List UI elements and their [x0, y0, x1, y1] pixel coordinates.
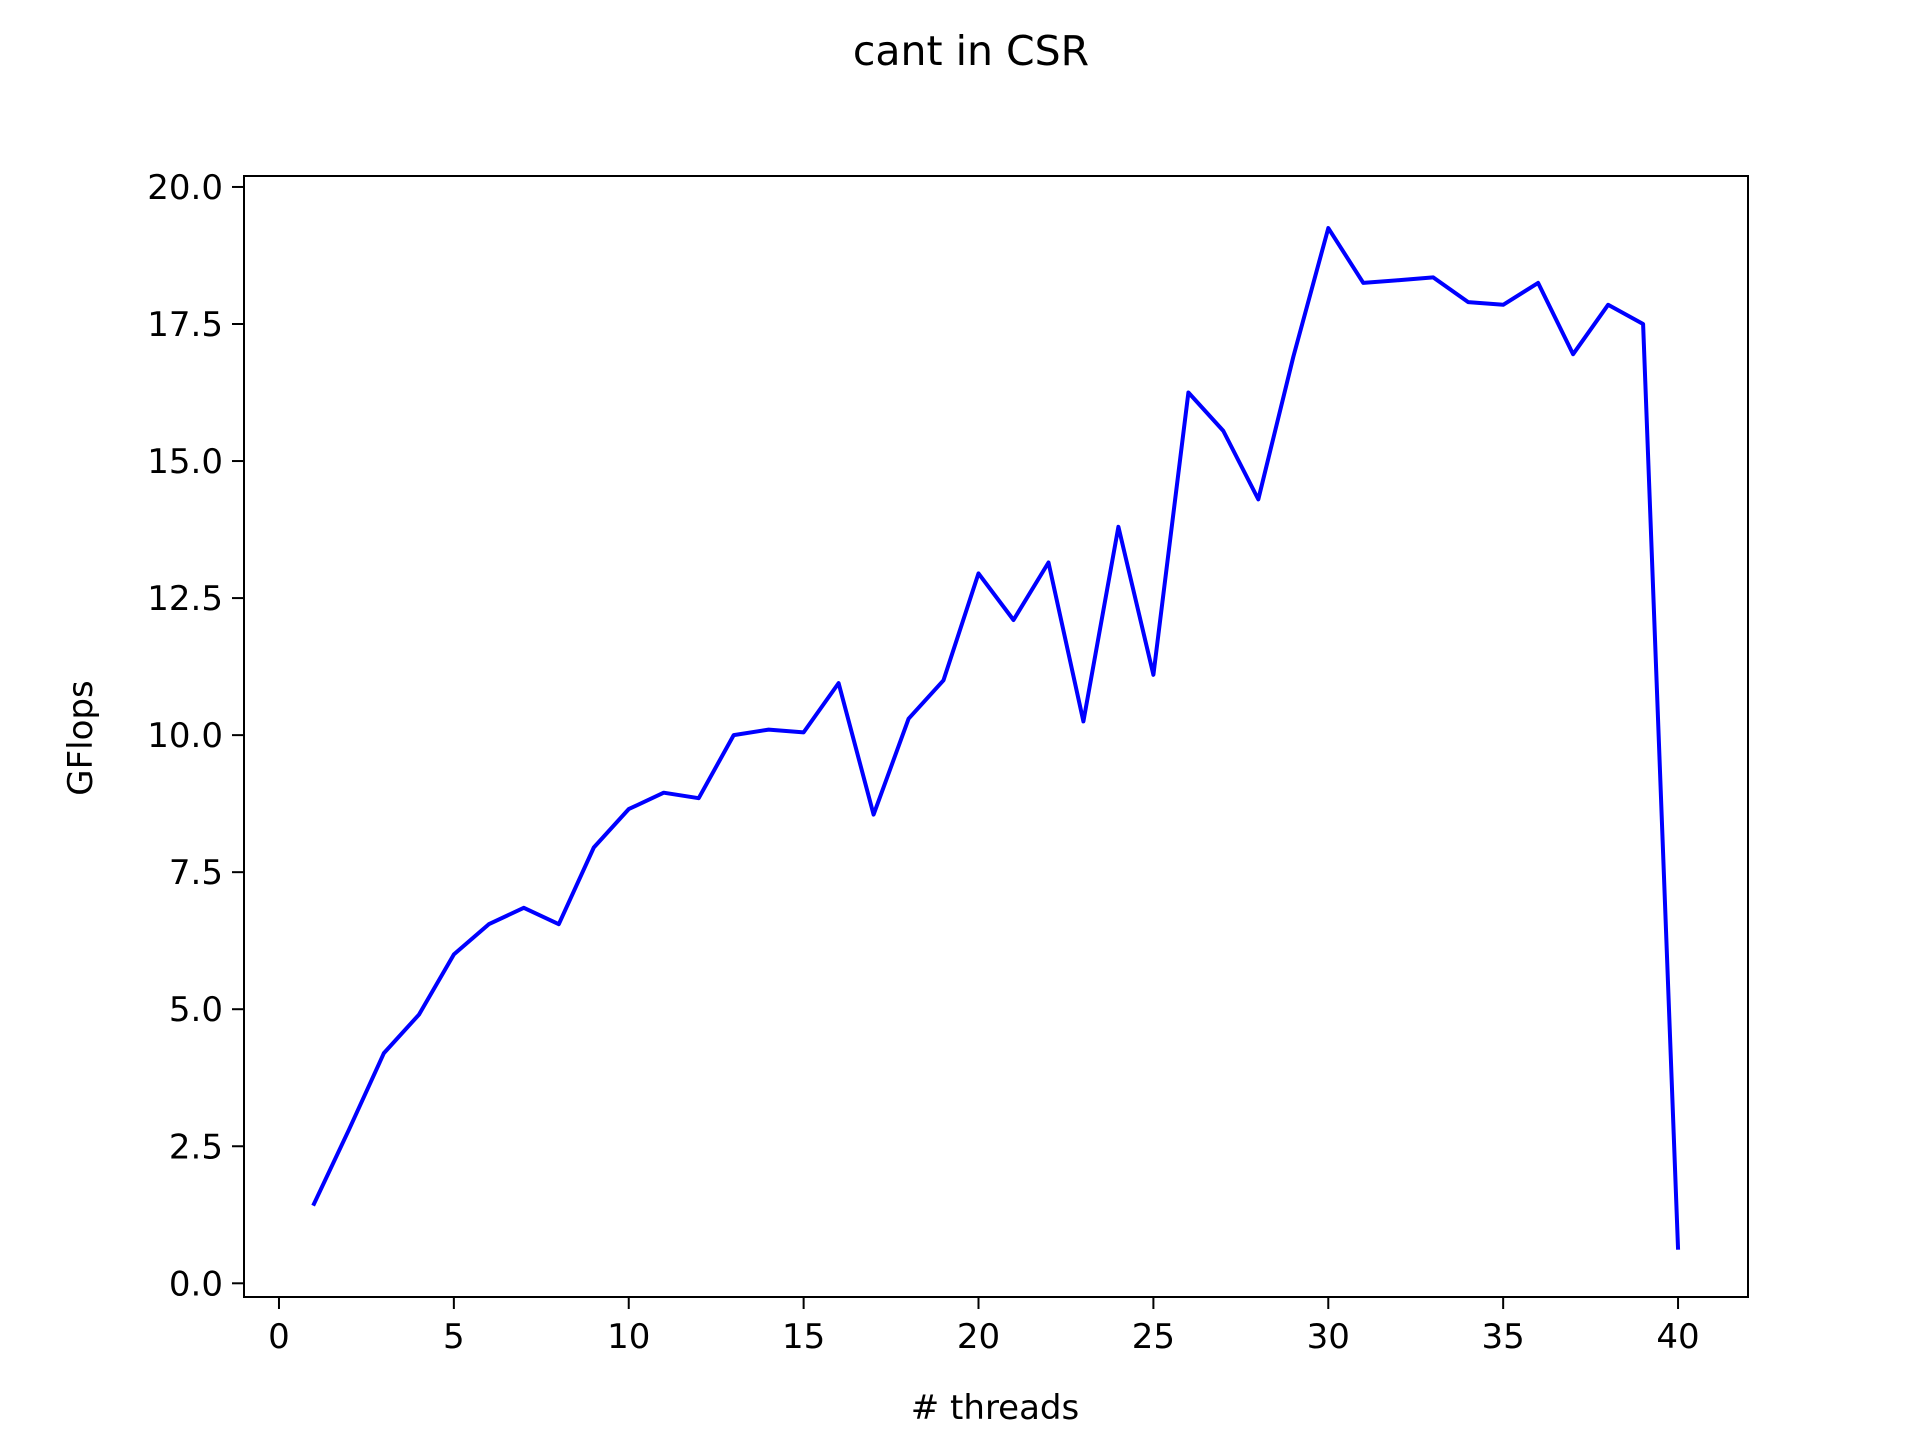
x-tick-label: 35 — [1482, 1317, 1525, 1357]
y-tick-label: 17.5 — [147, 305, 223, 345]
x-tick-label: 20 — [957, 1317, 1000, 1357]
x-tick-label: 0 — [268, 1317, 290, 1357]
y-tick-label: 0.0 — [169, 1264, 223, 1304]
x-tick-label: 30 — [1307, 1317, 1350, 1357]
y-tick-label: 7.5 — [169, 853, 223, 893]
y-tick-label: 15.0 — [147, 442, 223, 482]
y-tick-label: 10.0 — [147, 716, 223, 756]
series-line-0 — [311, 226, 1681, 1250]
plot-area: 0 5 10 15 20 25 30 35 40 0.0 2.5 5.0 7.5 10.0 12.5 15.0… — [147, 168, 1749, 1357]
x-tick-label: 25 — [1132, 1317, 1175, 1357]
x-tick-label: 5 — [443, 1317, 465, 1357]
plot-frame — [243, 175, 1749, 1298]
x-tick-label: 15 — [782, 1317, 825, 1357]
chart-title: cant in CSR — [853, 27, 1089, 75]
x-axis-title: # threads — [911, 1388, 1079, 1428]
y-axis-title: GFlops — [61, 680, 101, 795]
y-tick-label: 2.5 — [169, 1127, 223, 1167]
y-tick-label: 12.5 — [147, 579, 223, 619]
y-tick-label: 5.0 — [169, 990, 223, 1030]
x-tick-label: 40 — [1656, 1317, 1699, 1357]
x-tick-label: 10 — [607, 1317, 650, 1357]
y-tick-label: 20.0 — [147, 168, 223, 208]
